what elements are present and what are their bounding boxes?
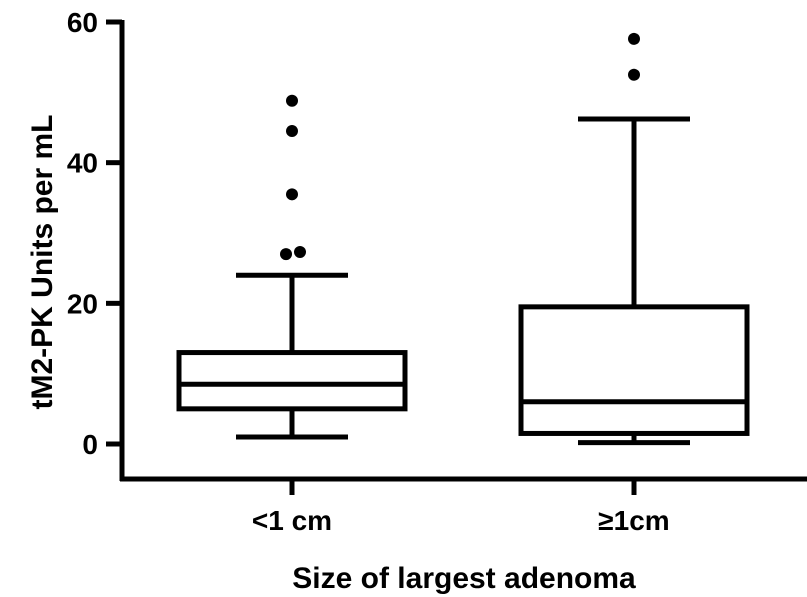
iqr-box (518, 304, 750, 436)
y-axis: 0 20 40 60 (67, 7, 125, 481)
outlier-point (280, 248, 292, 261)
x-ticks: <1 cm ≥1cm (252, 479, 670, 536)
outlier-point (286, 94, 298, 107)
outlier-point (286, 125, 298, 138)
iqr-box (176, 350, 408, 412)
box-group (176, 94, 408, 440)
y-tick-label: 60 (67, 7, 98, 38)
y-tick-label: 20 (67, 288, 98, 319)
y-axis-title: tM2-PK Units per mL (26, 114, 59, 409)
outlier-point (628, 68, 640, 81)
y-tick-label: 0 (82, 429, 98, 460)
x-tick-label: ≥1cm (598, 505, 669, 536)
x-tick-label: <1 cm (252, 505, 332, 536)
x-axis-title: Size of largest adenoma (292, 562, 636, 595)
outlier-point (286, 188, 298, 201)
box-groups (176, 32, 750, 446)
y-ticks: 0 20 40 60 (67, 7, 122, 460)
x-axis: <1 cm ≥1cm (120, 476, 807, 536)
box-group (518, 32, 750, 446)
outlier-point (294, 245, 306, 258)
outlier-point (628, 32, 640, 45)
y-tick-label: 40 (67, 148, 98, 179)
